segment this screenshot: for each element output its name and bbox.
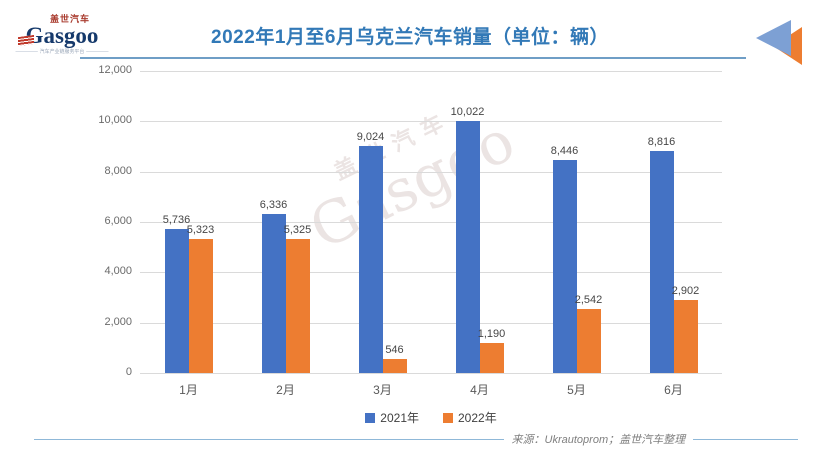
bar-2021年-1月 bbox=[164, 228, 189, 373]
bar-value-label: 10,022 bbox=[450, 105, 485, 118]
bar-value-label: 9,024 bbox=[356, 130, 385, 143]
bar-2022年-6月 bbox=[673, 299, 698, 373]
x-tick-label: 4月 bbox=[470, 383, 489, 397]
bar-2021年-3月 bbox=[358, 145, 383, 373]
bar-value-label: 1,190 bbox=[477, 328, 506, 341]
bar-value-label: 546 bbox=[385, 344, 404, 357]
bar-value-label: 8,816 bbox=[647, 136, 676, 149]
legend-label: 2021年 bbox=[380, 411, 419, 425]
y-axis: 0 2,000 4,000 6,000 8,000 10,000 12,000 bbox=[58, 64, 132, 378]
plot-area: 5,736 5,323 6,336 5,325 9,024 546 10,022 1,190 8… bbox=[140, 71, 722, 374]
bar-value-label: 2,902 bbox=[671, 284, 700, 297]
gridline bbox=[140, 121, 722, 123]
bar-value-label: 2,542 bbox=[574, 294, 603, 307]
bar-2021年-4月 bbox=[455, 120, 480, 373]
bar-value-label: 8,446 bbox=[550, 145, 579, 158]
legend-item-2021年: 2021年 bbox=[365, 409, 419, 426]
y-tick-label: 6,000 bbox=[104, 215, 132, 227]
legend-item-2022年: 2022年 bbox=[443, 409, 497, 426]
gasgoo-logo-wordmark: Gasgoo bbox=[25, 23, 99, 48]
bar-2022年-2月 bbox=[285, 239, 310, 373]
source-footer: 来源：Ukrautoprom；盖世汽车整理 bbox=[34, 431, 798, 447]
gridline bbox=[140, 71, 722, 72]
x-tick-label: 5月 bbox=[567, 383, 586, 397]
x-tick-label: 1月 bbox=[179, 383, 198, 397]
x-tick-label: 3月 bbox=[373, 383, 392, 397]
footer-divider-right bbox=[693, 438, 798, 440]
title-divider bbox=[80, 57, 746, 59]
gasgoo-arrows-icon bbox=[756, 20, 812, 66]
bar-2022年-1月 bbox=[188, 239, 213, 373]
x-axis: 1月 2月 3月 4月 5月 6月 bbox=[140, 381, 722, 397]
gridline bbox=[140, 272, 722, 274]
bar-2022年-3月 bbox=[382, 359, 407, 373]
bar-value-label: 6,336 bbox=[259, 198, 288, 211]
gasgoo-logo: 盖世汽车 Gasgoo 汽车产业链服务平台 bbox=[16, 14, 108, 59]
source-text: 来源：Ukrautoprom；盖世汽车整理 bbox=[511, 434, 686, 446]
y-tick-label: 8,000 bbox=[104, 164, 132, 177]
bar-value-label: 5,325 bbox=[283, 224, 312, 236]
x-tick-label: 6月 bbox=[664, 383, 683, 397]
y-tick-label: 10,000 bbox=[98, 114, 132, 127]
gasgoo-logo-text: Gasgoo bbox=[16, 24, 108, 48]
page-title: 2022年1月至6月乌克兰汽车销量（单位：辆） bbox=[211, 27, 609, 48]
y-tick-label: 12,000 bbox=[98, 64, 132, 76]
legend-label: 2022年 bbox=[458, 411, 497, 425]
bar-2021年-2月 bbox=[261, 213, 286, 373]
legend-swatch bbox=[365, 412, 376, 423]
y-tick-label: 0 bbox=[125, 366, 132, 378]
y-tick-label: 4,000 bbox=[104, 265, 132, 278]
y-tick-label: 2,000 bbox=[104, 315, 132, 328]
legend-swatch bbox=[443, 412, 453, 423]
bar-value-label: 5,323 bbox=[186, 224, 215, 237]
gasgoo-logo-tagline: 汽车产业链服务平台 bbox=[16, 48, 109, 55]
gridline bbox=[140, 171, 722, 173]
x-tick-label: 2月 bbox=[276, 383, 295, 397]
gridline bbox=[140, 222, 722, 223]
blue-triangle-icon bbox=[756, 20, 791, 56]
gridline bbox=[140, 322, 722, 324]
bar-2021年-6月 bbox=[649, 151, 674, 373]
bar-2021年-5月 bbox=[552, 160, 577, 373]
gasgoo-logo-cn: 盖世汽车 bbox=[49, 14, 90, 24]
bar-2022年-4月 bbox=[479, 343, 504, 373]
gridline bbox=[140, 373, 722, 374]
legend: 2021年 2022年 bbox=[140, 409, 722, 426]
bar-value-label: 5,736 bbox=[162, 213, 191, 226]
bar-2022年-5月 bbox=[576, 309, 601, 373]
footer-divider-left bbox=[34, 438, 504, 440]
